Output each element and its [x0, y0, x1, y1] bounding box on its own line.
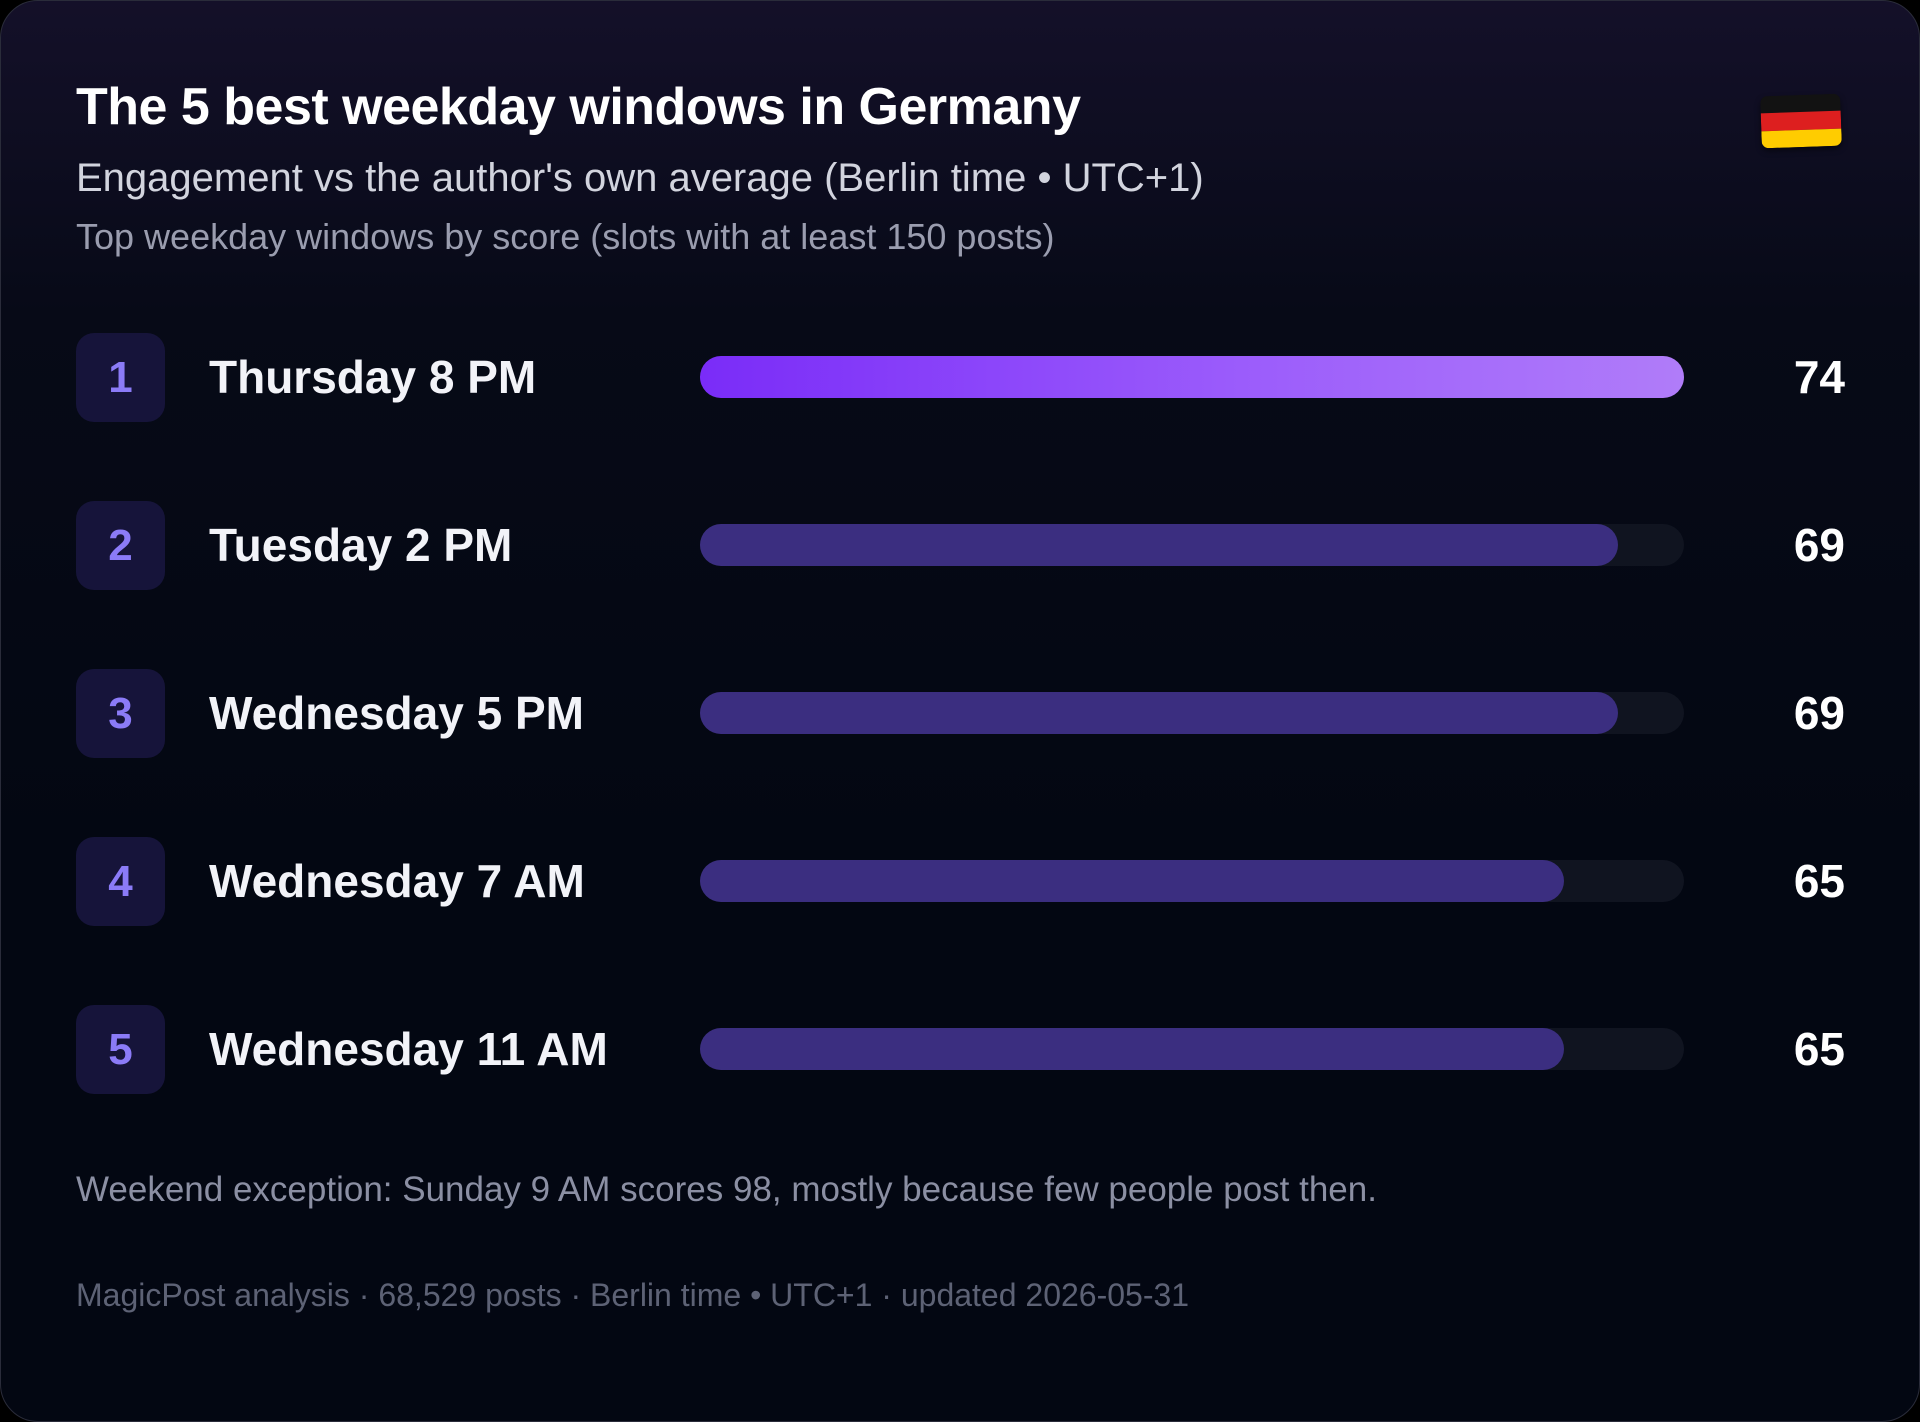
bar	[700, 356, 1684, 398]
value-label: 65	[1793, 1023, 1845, 1075]
bar-track	[700, 356, 1684, 398]
bar	[700, 524, 1618, 566]
chart-note: Top weekday windows by score (slots with…	[76, 216, 1055, 257]
rank-badge: 5	[76, 1005, 165, 1094]
germany-flag-icon	[1760, 93, 1842, 149]
category-label: Tuesday 2 PM	[209, 519, 513, 571]
rank-badge: 3	[76, 669, 165, 758]
bar	[700, 692, 1618, 734]
value-label: 74	[1793, 351, 1845, 403]
rank-badge: 4	[76, 837, 165, 926]
category-label: Thursday 8 PM	[209, 351, 537, 403]
weekend-exception-note: Weekend exception: Sunday 9 AM scores 98…	[76, 1170, 1377, 1209]
ranking-row: 4 Wednesday 7 AM 65	[1, 835, 1919, 927]
category-label: Wednesday 11 AM	[209, 1023, 608, 1075]
ranking-row: 2 Tuesday 2 PM 69	[1, 499, 1919, 591]
ranking-row: 1 Thursday 8 PM 74	[1, 331, 1919, 423]
bar-track	[700, 860, 1684, 902]
ranking-row: 5 Wednesday 11 AM 65	[1, 1003, 1919, 1095]
bar-track	[700, 692, 1684, 734]
value-label: 69	[1793, 519, 1845, 571]
category-label: Wednesday 7 AM	[209, 855, 585, 907]
footer-source: MagicPost analysis · 68,529 posts · Berl…	[76, 1277, 1190, 1313]
rank-badge: 2	[76, 501, 165, 590]
bar-track	[700, 524, 1684, 566]
bar	[700, 860, 1564, 902]
bar	[700, 1028, 1564, 1070]
bar-track	[700, 1028, 1684, 1070]
category-label: Wednesday 5 PM	[209, 687, 584, 739]
rank-badge: 1	[76, 333, 165, 422]
value-label: 65	[1793, 855, 1845, 907]
chart-subtitle: Engagement vs the author's own average (…	[76, 156, 1204, 200]
chart-title: The 5 best weekday windows in Germany	[76, 78, 1081, 136]
value-label: 69	[1793, 687, 1845, 739]
ranking-row: 3 Wednesday 5 PM 69	[1, 667, 1919, 759]
